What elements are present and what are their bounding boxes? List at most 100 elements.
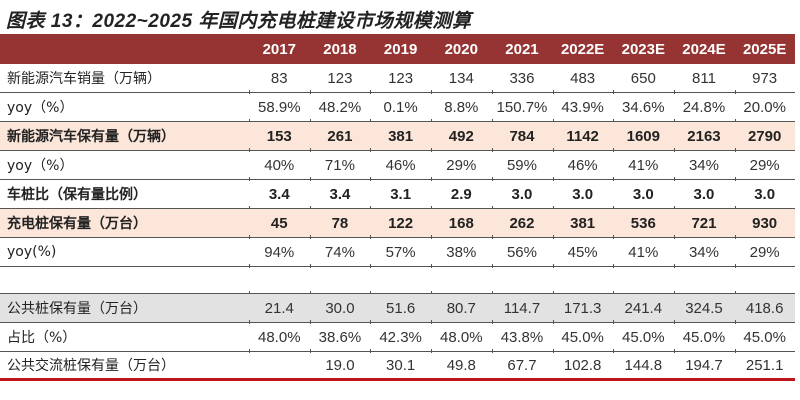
table-cell: 42.3% xyxy=(379,328,422,346)
table-cell: 56% xyxy=(506,243,537,261)
table-cell: 46% xyxy=(385,156,416,174)
table-cell: 381 xyxy=(388,127,414,145)
table-cell: 45.0% xyxy=(743,328,786,346)
table-cell: 74% xyxy=(324,243,355,261)
table-title: 图表 13：2022~2025 年国内充电桩建设市场规模测算 xyxy=(6,11,472,32)
table-row: 公共交流桩保有量（万台） 19.0 30.1 49.8 67.7 102.8 144.8 19… xyxy=(0,352,795,381)
table-cell: 102.8 xyxy=(563,356,602,374)
table-cell: 38.6% xyxy=(318,328,362,346)
table-cell: 153 xyxy=(266,127,292,145)
table-cell: 34% xyxy=(688,156,719,174)
table-row: 充电桩保有量（万台） 45 78 122 168 262 381 536 721 930 xyxy=(0,209,795,239)
table-cell: 19.0 xyxy=(325,356,355,374)
table-cell: 262 xyxy=(509,214,535,232)
table-cell: 418.6 xyxy=(745,299,784,317)
table-cell: 171.3 xyxy=(563,299,602,317)
table-cell: 57% xyxy=(385,243,416,261)
row-label: 新能源汽车销量（万辆） xyxy=(7,71,161,87)
table-cell: 1142 xyxy=(566,127,599,145)
table-cell: 483 xyxy=(570,69,596,87)
table-cell: 261 xyxy=(327,127,353,145)
table-cell: 40% xyxy=(264,156,295,174)
table-cell: 48.2% xyxy=(318,98,362,116)
table-header-row: 2017 2018 2019 2020 2021 2022E 2023E 202… xyxy=(0,34,795,64)
table-cell: 123 xyxy=(327,69,353,87)
table-cell: 168 xyxy=(448,214,474,232)
header-cell: 2020 xyxy=(444,40,478,58)
table-cell: 45 xyxy=(270,214,288,232)
table-cell: 45.0% xyxy=(561,328,604,346)
table-cell: 29% xyxy=(749,243,780,261)
table-cell: 784 xyxy=(509,127,535,145)
table-cell: 3.0 xyxy=(511,185,533,203)
table-cell: 45.0% xyxy=(622,328,665,346)
table-cell: 43.8% xyxy=(500,328,544,346)
table-cell: 492 xyxy=(448,127,474,145)
row-label: 公共桩保有量（万台） xyxy=(7,301,147,317)
row-label: yoy（%） xyxy=(7,158,74,174)
table-cell: 21.4 xyxy=(264,299,294,317)
table-cell: 29% xyxy=(749,156,780,174)
row-label: 充电桩保有量（万台） xyxy=(7,216,147,232)
table-cell: 3.0 xyxy=(632,185,654,203)
table-cell: 30.1 xyxy=(386,356,416,374)
table-cell: 45% xyxy=(567,243,598,261)
table-row: 公共桩保有量（万台） 21.4 30.0 51.6 80.7 114.7 171.3 241.… xyxy=(0,294,795,324)
table-cell: 2163 xyxy=(687,127,721,145)
table-cell: 150.7% xyxy=(496,98,548,116)
table-cell: 30.0 xyxy=(325,299,355,317)
table-cell: 43.9% xyxy=(561,98,604,116)
header-cell: 2022E xyxy=(560,40,605,58)
table-cell: 58.9% xyxy=(258,98,301,116)
table-cell: 0.1% xyxy=(383,98,418,116)
table-cell: 41% xyxy=(628,243,659,261)
table-cell: 59% xyxy=(506,156,537,174)
table-cell: 48.0% xyxy=(440,328,483,346)
table-cell: 930 xyxy=(752,214,778,232)
row-label: 公共交流桩保有量（万台） xyxy=(7,358,175,374)
table-cell: 650 xyxy=(630,69,656,87)
row-label: 新能源汽车保有量（万辆） xyxy=(7,129,175,145)
table-cell: 973 xyxy=(752,69,778,87)
row-label: yoy(%) xyxy=(7,244,57,260)
table-cell: 3.1 xyxy=(390,185,412,203)
table-cell: 51.6 xyxy=(386,299,416,317)
row-label: 占比（%） xyxy=(7,330,77,346)
table-cell: 24.8% xyxy=(682,98,726,116)
table-row: yoy（%） 40% 71% 46% 29% 59% 46% 41% 34% 29% xyxy=(0,151,795,181)
table-cell: 80.7 xyxy=(446,299,476,317)
table-cell: 336 xyxy=(509,69,535,87)
table-cell: 2.9 xyxy=(450,185,472,203)
table-cell: 381 xyxy=(570,214,596,232)
table-cell: 48.0% xyxy=(258,328,301,346)
header-cell: 2017 xyxy=(262,40,296,58)
table-cell: 134 xyxy=(448,69,474,87)
table-cell: 123 xyxy=(388,69,414,87)
table-row: 占比（%） 48.0% 38.6% 42.3% 48.0% 43.8% 45.0% 45.0%… xyxy=(0,323,795,353)
table-cell: 3.4 xyxy=(268,185,290,203)
table-cell: 41% xyxy=(628,156,659,174)
table-cell: 536 xyxy=(630,214,656,232)
table-cell: 67.7 xyxy=(507,356,537,374)
table-cell: 3.0 xyxy=(693,185,715,203)
table-cell: 1609 xyxy=(626,127,660,145)
table-cell: 2790 xyxy=(747,127,782,145)
header-cell: 2019 xyxy=(383,40,418,58)
header-cell: 2024E xyxy=(682,40,726,58)
header-cell: 2018 xyxy=(323,40,357,58)
table-row: 新能源汽车保有量（万辆） 153 261 381 492 784 1142 1609 2163 2… xyxy=(0,122,795,152)
table-cell: 38% xyxy=(446,243,477,261)
table-cell: 83 xyxy=(270,69,288,87)
table-cell: 46% xyxy=(567,156,598,174)
table-cell: 94% xyxy=(264,243,295,261)
table-cell: 20.0% xyxy=(743,98,786,116)
table-cell: 8.8% xyxy=(444,98,479,116)
table-cell: 811 xyxy=(692,69,716,87)
table-cell: 122 xyxy=(388,214,414,232)
table-cell: 721 xyxy=(691,214,717,232)
table-cell: 251.1 xyxy=(745,356,784,374)
table-cell: 241.4 xyxy=(624,299,663,317)
spacer-row xyxy=(0,267,795,295)
table-cell: 49.8 xyxy=(446,356,476,374)
table-cell: 45.0% xyxy=(682,328,726,346)
